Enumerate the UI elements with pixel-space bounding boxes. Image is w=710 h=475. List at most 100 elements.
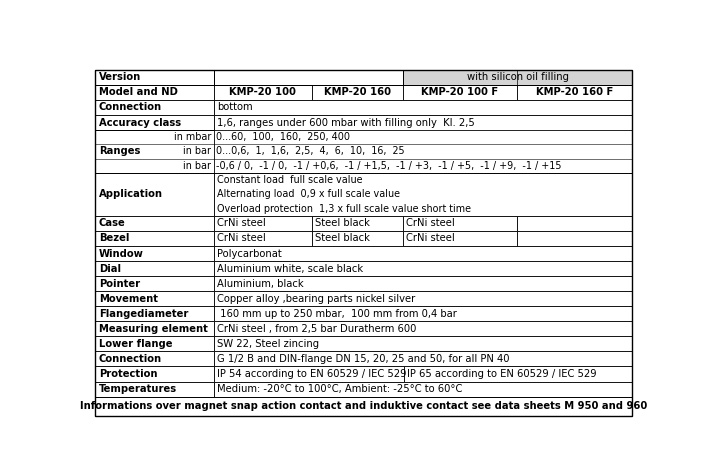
Bar	[214, 352, 633, 367]
Bar	[95, 246, 214, 261]
Text: in mbar: in mbar	[174, 132, 212, 142]
Text: SW 22, Steel zincing: SW 22, Steel zincing	[217, 339, 319, 349]
Text: Pointer: Pointer	[99, 279, 140, 289]
Text: KMP-20 160 F: KMP-20 160 F	[536, 87, 613, 97]
Bar	[95, 306, 214, 321]
Bar	[214, 216, 312, 231]
Text: Flangediameter: Flangediameter	[99, 309, 188, 319]
Text: Copper alloy ,bearing parts nickel silver: Copper alloy ,bearing parts nickel silve…	[217, 294, 415, 304]
Text: Aluminium, black: Aluminium, black	[217, 279, 304, 289]
Text: in bar: in bar	[183, 146, 212, 156]
Bar	[214, 159, 633, 173]
Bar	[95, 130, 633, 173]
Text: Lower flange: Lower flange	[99, 339, 172, 349]
Text: Accuracy class: Accuracy class	[99, 117, 181, 127]
Text: Case: Case	[99, 218, 126, 228]
Text: Constant load  full scale value: Constant load full scale value	[217, 175, 363, 185]
Text: 160 mm up to 250 mbar,  100 mm from 0,4 bar: 160 mm up to 250 mbar, 100 mm from 0,4 b…	[217, 309, 457, 319]
Text: CrNi steel , from 2,5 bar Duratherm 600: CrNi steel , from 2,5 bar Duratherm 600	[217, 324, 416, 334]
Text: CrNi steel: CrNi steel	[406, 234, 455, 244]
Bar	[95, 261, 214, 276]
Text: Aluminium white, scale black: Aluminium white, scale black	[217, 264, 363, 274]
Bar	[403, 216, 517, 231]
Text: Measuring element: Measuring element	[99, 324, 207, 334]
Bar	[214, 321, 633, 336]
Bar	[214, 70, 403, 85]
Bar	[214, 173, 633, 216]
Bar	[214, 336, 633, 351]
Bar	[95, 336, 214, 351]
Bar	[312, 85, 403, 100]
Bar	[95, 85, 214, 100]
Bar	[95, 321, 214, 336]
Bar	[214, 100, 633, 115]
Bar	[214, 115, 633, 130]
Text: Connection: Connection	[99, 103, 162, 113]
Bar	[214, 306, 633, 321]
Bar	[214, 231, 312, 246]
Text: in bar: in bar	[183, 161, 212, 171]
Bar	[95, 397, 633, 416]
Text: with silicon oil filling: with silicon oil filling	[466, 72, 569, 82]
Text: Application: Application	[99, 190, 163, 200]
Text: IP 54 according to EN 60529 / IEC 529: IP 54 according to EN 60529 / IEC 529	[217, 369, 406, 379]
Text: G 1/2 B and DIN-flange DN 15, 20, 25 and 50, for all PN 40: G 1/2 B and DIN-flange DN 15, 20, 25 and…	[217, 354, 510, 364]
Text: Overload protection  1,3 x full scale value short time: Overload protection 1,3 x full scale val…	[217, 204, 471, 214]
Bar	[95, 115, 214, 130]
Bar	[517, 231, 633, 246]
Text: Movement: Movement	[99, 294, 158, 304]
Text: 0...0,6,  1,  1,6,  2,5,  4,  6,  10,  16,  25: 0...0,6, 1, 1,6, 2,5, 4, 6, 10, 16, 25	[216, 146, 405, 156]
Bar	[95, 216, 214, 231]
Text: Protection: Protection	[99, 369, 157, 379]
Bar	[214, 367, 404, 381]
Bar	[95, 381, 214, 397]
Text: bottom: bottom	[217, 103, 253, 113]
Text: KMP-20 160: KMP-20 160	[324, 87, 390, 97]
Bar	[214, 381, 633, 397]
Text: Steel black: Steel black	[315, 234, 370, 244]
Text: KMP-20 100: KMP-20 100	[229, 87, 296, 97]
Text: Alternating load  0,9 x full scale value: Alternating load 0,9 x full scale value	[217, 190, 400, 200]
Text: 0...60,  100,  160,  250, 400: 0...60, 100, 160, 250, 400	[216, 132, 350, 142]
Text: Informations over magnet snap action contact and induktive contact see data shee: Informations over magnet snap action con…	[80, 401, 648, 411]
Bar	[517, 216, 633, 231]
Text: 1,6, ranges under 600 mbar with filling only  Kl. 2,5: 1,6, ranges under 600 mbar with filling …	[217, 117, 475, 127]
Bar	[95, 352, 214, 367]
Bar	[312, 216, 403, 231]
Text: IP 65 according to EN 60529 / IEC 529: IP 65 according to EN 60529 / IEC 529	[408, 369, 597, 379]
Text: CrNi steel: CrNi steel	[217, 234, 266, 244]
Text: CrNi steel: CrNi steel	[217, 218, 266, 228]
Bar	[214, 144, 633, 159]
Bar	[95, 70, 214, 85]
Text: CrNi steel: CrNi steel	[406, 218, 455, 228]
Text: Version: Version	[99, 72, 141, 82]
Bar	[214, 291, 633, 306]
Text: Polycarbonat: Polycarbonat	[217, 248, 282, 258]
Bar	[95, 130, 214, 173]
Bar	[214, 130, 633, 144]
Bar	[517, 85, 633, 100]
Text: Temperatures: Temperatures	[99, 384, 177, 394]
Bar	[214, 261, 633, 276]
Text: KMP-20 100 F: KMP-20 100 F	[421, 87, 498, 97]
Bar	[95, 100, 214, 115]
Text: Window: Window	[99, 248, 143, 258]
Text: Model and ND: Model and ND	[99, 87, 178, 97]
Bar	[95, 291, 214, 306]
Bar	[95, 231, 214, 246]
Bar	[95, 70, 633, 85]
Text: Ranges: Ranges	[99, 146, 140, 156]
Text: Steel black: Steel black	[315, 218, 370, 228]
Text: Dial: Dial	[99, 264, 121, 274]
Bar	[95, 173, 214, 216]
Bar	[403, 85, 517, 100]
Bar	[95, 276, 214, 291]
Bar	[214, 85, 312, 100]
Bar	[312, 231, 403, 246]
Bar	[214, 276, 633, 291]
Bar	[404, 367, 633, 381]
Bar	[403, 70, 633, 85]
Text: -0,6 / 0,  -1 / 0,  -1 / +0,6,  -1 / +1,5,  -1 / +3,  -1 / +5,  -1 / +9,  -1 / +: -0,6 / 0, -1 / 0, -1 / +0,6, -1 / +1,5, …	[216, 161, 562, 171]
Text: Bezel: Bezel	[99, 234, 129, 244]
Bar	[214, 246, 633, 261]
